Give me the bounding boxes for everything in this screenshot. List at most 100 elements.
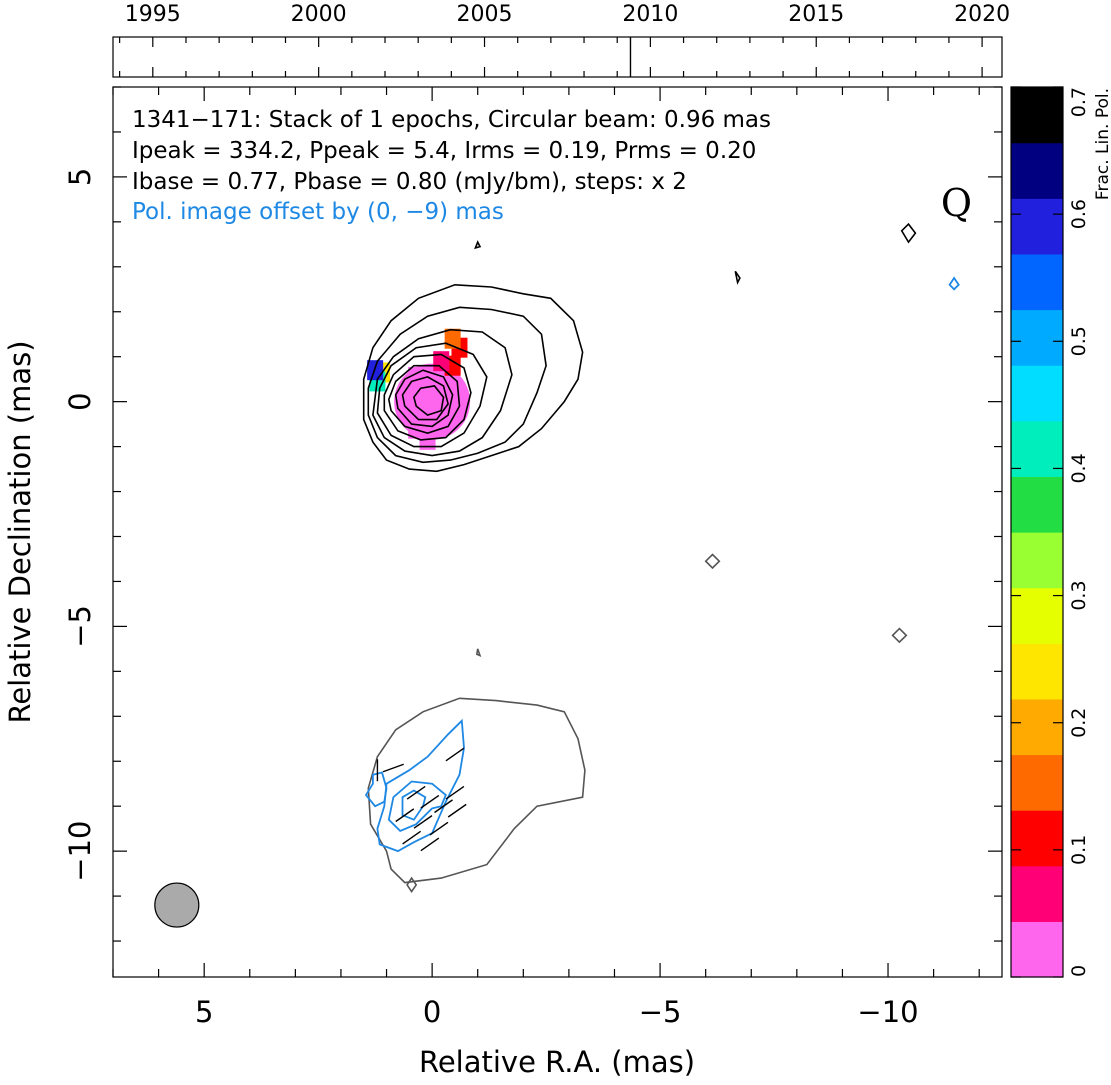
shifted-i-contour — [475, 648, 482, 658]
evpa-vector — [445, 747, 465, 762]
colorbar-band — [1011, 420, 1063, 440]
evpa-vector — [429, 821, 449, 836]
colorbar-ticks: 0 0.1 0.2 0.3 0.4 0.5 0.6 0.7 — [1011, 86, 1090, 978]
colorbar-band — [1011, 791, 1063, 811]
colorbar-band — [1011, 383, 1063, 403]
stokes-i-contours — [362, 222, 917, 473]
colorbar-band — [1011, 939, 1063, 960]
colorbar-band — [1011, 161, 1063, 181]
colorbar-band — [1011, 346, 1063, 366]
y-tick-label: −5 — [63, 605, 97, 648]
optical-class-label: Q — [941, 181, 972, 225]
stokes-i-contour — [394, 369, 454, 428]
colorbar-band — [1011, 810, 1063, 830]
colorbar-band — [1011, 958, 1063, 978]
colorbar-tick-label: 0.4 — [1068, 453, 1090, 483]
stokes-i-island — [734, 270, 741, 285]
evpa-vector — [406, 785, 426, 800]
shifted-i-contour — [704, 553, 721, 570]
stokes-i-contour — [413, 385, 445, 416]
stokes-i-island — [474, 240, 482, 250]
colorbar-band — [1011, 457, 1063, 477]
colorbar-band — [1011, 773, 1063, 793]
timeline-frame — [112, 36, 1003, 78]
colorbar-tick-label: 0.3 — [1068, 580, 1090, 610]
colorbar-band — [1011, 124, 1063, 144]
x-axis-label: Relative R.A. (mas) — [419, 1045, 695, 1079]
colorbar-band — [1011, 494, 1063, 515]
colorbar-band — [1011, 439, 1063, 459]
evpa-vector — [447, 803, 467, 818]
colorbar-tick-label: 0.6 — [1068, 199, 1090, 229]
colorbar-band — [1011, 309, 1063, 329]
colorbar-tick-label: 0 — [1068, 965, 1090, 977]
info-line-3: Ibase = 0.77, Pbase = 0.80 (mJy/bm), ste… — [132, 169, 687, 195]
colorbar-band — [1011, 865, 1063, 885]
y-tick-labels: 5 0 −5 −10 — [63, 168, 97, 882]
colorbar-band — [1011, 661, 1063, 681]
x-tick-label: 0 — [423, 995, 441, 1029]
pol-contour — [387, 780, 447, 832]
stokes-i-contour — [362, 283, 584, 473]
colorbar-band — [1011, 253, 1063, 274]
colorbar-band — [1011, 476, 1063, 496]
axis-ticks — [112, 86, 1002, 977]
x-tick-labels: 5 0 −5 −10 — [195, 995, 919, 1029]
stokes-i-contour — [367, 306, 547, 464]
colorbar-band — [1011, 698, 1063, 719]
colorbar-band — [1011, 142, 1063, 162]
pol-contour — [948, 276, 960, 291]
pol-contour — [364, 771, 388, 808]
y-tick-label: 0 — [63, 392, 97, 410]
x-tick-label: −5 — [639, 995, 682, 1029]
colorbar-band — [1011, 179, 1063, 199]
colorbar-label: Frac. Lin. Pol. — [1093, 88, 1111, 200]
evpa-vector — [382, 763, 404, 773]
y-axis-label: Relative Declination (mas) — [3, 340, 37, 723]
evpa-vector — [413, 815, 433, 829]
shifted-stokes-i-contours — [367, 553, 908, 894]
colorbar-band — [1011, 513, 1063, 533]
colorbar-band — [1011, 550, 1063, 570]
colorbar-band — [1011, 198, 1063, 218]
stokes-i-contour — [387, 364, 461, 434]
colorbar-band — [1011, 365, 1063, 385]
colorbar-band — [1011, 717, 1063, 737]
stokes-i-contour — [401, 376, 449, 421]
pol-contour — [376, 718, 465, 853]
timeline-tick-label: 2020 — [954, 2, 1010, 27]
colorbar-tick-label: 0.1 — [1068, 835, 1090, 865]
colorbar: 0 0.1 0.2 0.3 0.4 0.5 0.6 0.7 Frac. Lin. Pol. — [1010, 86, 1111, 978]
epoch-timeline: 1995 2000 2005 2010 2015 2020 — [112, 2, 1010, 78]
colorbar-band — [1011, 328, 1063, 348]
colorbar-band — [1011, 587, 1063, 607]
shifted-i-contour — [406, 876, 418, 894]
colorbar-band — [1011, 754, 1063, 774]
evpa-vector — [402, 830, 422, 845]
main-panel-frame — [112, 86, 1003, 978]
pol-contour — [401, 789, 427, 821]
timeline-tick-label: 2005 — [457, 2, 513, 27]
colorbar-band — [1011, 105, 1063, 125]
evpa-vectors — [376, 747, 467, 852]
timeline-ticks: 1995 2000 2005 2010 2015 2020 — [119, 2, 1010, 77]
info-line-2: Ipeak = 334.2, Ppeak = 5.4, Irms = 0.19,… — [132, 138, 756, 164]
colorbar-band — [1011, 569, 1063, 589]
info-line-1: 1341−171: Stack of 1 epochs, Circular be… — [132, 107, 771, 133]
colorbar-band — [1011, 272, 1063, 292]
colorbar-tick-label: 0.7 — [1068, 87, 1090, 117]
colorbar-band — [1011, 828, 1063, 848]
evpa-vector — [395, 808, 415, 823]
stokes-i-contour — [383, 353, 472, 441]
beam-ellipse — [154, 882, 200, 928]
y-tick-label: −10 — [63, 821, 97, 882]
polarized-intensity-contours — [364, 276, 960, 853]
colorbar-band — [1011, 235, 1063, 255]
timeline-tick-label: 2000 — [291, 2, 347, 27]
stokes-i-island — [900, 222, 917, 244]
shifted-i-contour — [367, 697, 586, 884]
colorbar-band — [1011, 290, 1063, 311]
evpa-vector — [434, 799, 453, 814]
colorbar-band — [1011, 921, 1063, 941]
colorbar-band — [1011, 402, 1063, 422]
